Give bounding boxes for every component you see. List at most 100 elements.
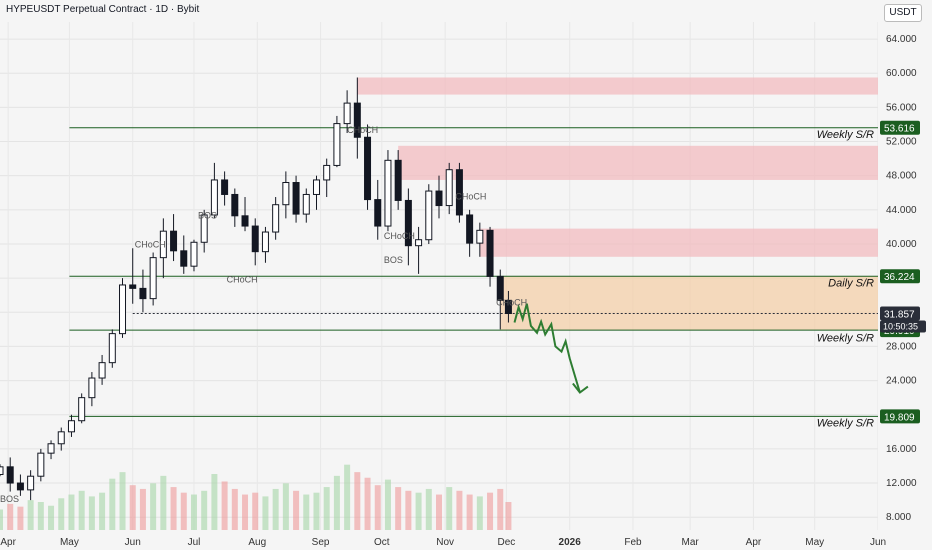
candle-body xyxy=(190,241,198,267)
currency-button[interactable]: USDT xyxy=(884,4,922,22)
x-tick-label: Oct xyxy=(374,537,390,548)
volume-bar xyxy=(252,492,259,530)
supply-zone xyxy=(357,77,879,95)
candle-body xyxy=(415,239,423,247)
volume-bar xyxy=(201,490,208,530)
y-axis[interactable]: 64.000 60.000 56.000 52.000 48.000 44.000 40.0… xyxy=(878,0,932,550)
volume-bar xyxy=(27,500,34,530)
volume-bar xyxy=(425,488,432,530)
candle-body xyxy=(149,257,157,300)
y-tick-label: 28.000 xyxy=(886,341,917,352)
candle-body xyxy=(486,229,494,277)
y-tick-label: 8.000 xyxy=(886,512,911,523)
candle-body xyxy=(272,204,280,233)
chart-title: HYPEUSDT Perpetual Contract · 1D · Bybit xyxy=(6,4,200,15)
x-tick-label: Aug xyxy=(248,537,266,548)
candle-body xyxy=(139,287,147,300)
candle-body xyxy=(374,199,382,227)
x-tick-label: Apr xyxy=(0,537,16,548)
x-tick-label: Jun xyxy=(870,537,886,548)
annotation-label: BOS xyxy=(198,210,217,220)
price-tag-label: 53.616 xyxy=(884,124,915,135)
annotation-label: CHoCH xyxy=(227,274,258,284)
volume-bar xyxy=(344,464,351,530)
y-tick-label: 64.000 xyxy=(886,34,917,45)
x-tick-label: May xyxy=(60,537,79,548)
volume-bar xyxy=(0,509,3,530)
candle-body xyxy=(159,230,167,259)
sr-label: Weekly S/R xyxy=(817,418,874,430)
candle-body xyxy=(88,377,96,399)
annotation-label: CHoCH xyxy=(384,231,415,241)
volume-bars xyxy=(0,464,512,530)
volume-bar xyxy=(364,477,371,530)
volume-bar xyxy=(456,490,463,530)
y-tick-label: 24.000 xyxy=(886,376,917,387)
volume-bar xyxy=(109,478,116,530)
candle-body xyxy=(302,193,310,215)
y-tick-label: 44.000 xyxy=(886,205,917,216)
volume-bar xyxy=(497,488,504,530)
countdown-label: 10:50:35 xyxy=(883,322,918,332)
x-tick-label: Jun xyxy=(125,537,141,548)
candle-body xyxy=(384,159,392,227)
volume-bar xyxy=(487,492,494,530)
sr-labels: Weekly S/R Daily S/R Weekly S/R Weekly S/R xyxy=(817,129,874,430)
volume-bar xyxy=(58,498,65,530)
volume-bar xyxy=(190,494,197,530)
horizontal-levels xyxy=(69,127,878,417)
volume-bar xyxy=(17,506,24,530)
x-axis[interactable]: Apr May Jun Jul Aug Sep Oct Nov Dec 2026 Feb Mar Apr… xyxy=(0,530,932,550)
x-tick-label: Feb xyxy=(624,537,642,548)
y-tick-label: 40.000 xyxy=(886,239,917,250)
x-tick-label: Nov xyxy=(436,537,454,548)
annotation-label: CHoCH xyxy=(347,125,378,135)
candle-body xyxy=(67,420,75,433)
candle-body xyxy=(504,299,512,315)
sr-label: Weekly S/R xyxy=(817,129,874,141)
volume-bar xyxy=(221,481,228,530)
y-tick-label: 52.000 xyxy=(886,137,917,148)
candle-body xyxy=(261,231,269,253)
volume-bar xyxy=(37,502,44,530)
annotation-label: CHoCH xyxy=(135,239,166,249)
projection-arrowhead xyxy=(572,382,589,394)
candle-body xyxy=(108,333,116,364)
volume-bar xyxy=(415,492,422,530)
volume-bar xyxy=(119,472,126,530)
annotation-label: BOS xyxy=(384,255,403,265)
candle-body xyxy=(231,193,239,217)
volume-bar xyxy=(160,475,167,530)
candle-body xyxy=(445,169,453,207)
volume-bar xyxy=(446,487,453,530)
candle-body xyxy=(292,182,300,215)
volume-bar xyxy=(68,494,75,530)
volume-bar xyxy=(242,494,249,530)
volume-bar xyxy=(333,475,340,530)
volume-bar xyxy=(7,503,14,530)
candle-body xyxy=(466,214,474,244)
x-tick-label: 2026 xyxy=(559,537,582,548)
price-tag-label: 31.857 xyxy=(884,310,915,321)
volume-bar xyxy=(272,488,279,530)
x-tick-label: Mar xyxy=(682,537,700,548)
volume-bar xyxy=(150,483,157,530)
y-tick-label: 16.000 xyxy=(886,444,917,455)
candle-body xyxy=(251,225,259,253)
volume-bar xyxy=(262,496,269,530)
volume-bar xyxy=(88,496,95,530)
sr-label: Daily S/R xyxy=(828,278,874,290)
supply-zone xyxy=(479,228,878,257)
candle-body xyxy=(476,229,484,244)
x-tick-label: Jul xyxy=(188,537,201,548)
candle-body xyxy=(27,475,35,491)
volume-bar xyxy=(139,488,146,530)
candle-body xyxy=(241,215,249,227)
candle-body xyxy=(129,284,137,289)
candle-body xyxy=(333,123,341,166)
candles xyxy=(0,77,512,501)
supply-zone xyxy=(398,145,878,180)
sr-label: Weekly S/R xyxy=(817,332,874,344)
